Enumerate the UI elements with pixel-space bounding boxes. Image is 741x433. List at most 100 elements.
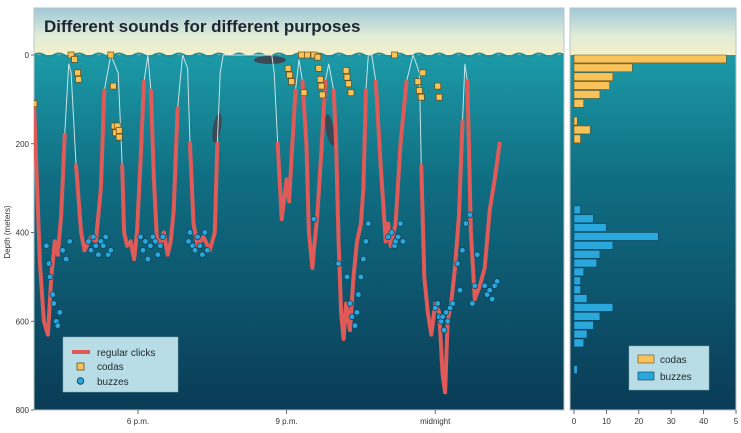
buzz-point [54,322,61,329]
buzz-point [459,247,466,254]
y-tick-label: 0 [25,51,30,60]
buzz-point [399,238,407,245]
codas-bar [573,54,727,64]
coda-point [343,73,351,81]
buzz-point [185,238,192,245]
codas-bar [573,72,614,81]
buzz-point [444,318,451,325]
buzz-point [66,238,73,245]
coda-point [391,51,398,59]
buzzes-bar [573,214,594,223]
codas-bar [573,90,601,99]
buzzes-bar [573,285,581,294]
buzz-point [152,238,159,245]
buzz-point [43,242,50,249]
side-legend-codas-swatch [637,354,655,364]
buzzes-bar [573,312,601,321]
buzz-point [439,313,446,320]
coda-point [435,93,443,101]
side-legend-codas-label: codas [660,355,687,366]
buzz-point [335,260,342,267]
coda-point [315,64,323,72]
codas-bar [573,81,610,90]
buzzes-bar [573,205,581,215]
coda-point [434,82,442,90]
buzz-point [90,233,97,241]
coda-point [347,89,355,97]
buzz-point [351,322,359,329]
buzz-point [59,247,66,254]
coda-point [284,64,292,72]
coda-point [75,76,82,83]
buzz-point [159,233,166,241]
buzzes-bar [573,294,588,303]
buzz-point [154,251,161,258]
y-axis-ticks: 0 200 400 600 800 [16,51,34,415]
coda-point [107,51,115,59]
legend-buzzes-label: buzzes [97,377,129,388]
main-panel-sky [34,8,564,55]
buzzes-bar [573,338,584,348]
side-legend: codas buzzes [628,345,710,391]
buzz-point [355,291,362,298]
buzz-point [45,260,53,267]
buzzes-bar [573,267,584,277]
y-tick-label: 800 [16,406,30,415]
buzzes-bar [573,223,607,232]
buzz-point [92,242,100,249]
buzz-point [85,238,92,245]
buzz-point [201,229,209,236]
buzz-point [46,273,54,281]
buzz-point [107,247,114,254]
legend-buzzes-swatch [76,377,85,385]
buzz-point [388,229,395,236]
buzz-point [442,309,450,316]
buzz-point [63,255,70,263]
whale-silhouettes [212,56,335,146]
buzz-point [199,251,206,258]
buzz-point [95,251,102,258]
buzz-point [454,260,461,267]
buzzes-bar [573,303,614,312]
side-bars [573,54,727,374]
side-x-axis-ticks: 0 10 20 30 40 5 [572,410,739,426]
buzzes-bar [573,365,578,374]
coda-point [316,76,324,83]
buzz-point [440,326,448,334]
coda-point [317,82,325,90]
side-legend-box [628,345,710,391]
x-tick-label: midnight [420,417,451,426]
buzz-point [486,287,493,294]
coda-point [318,91,326,99]
codas-bar [573,63,633,73]
buzz-point [449,300,456,307]
buzz-point [204,247,211,254]
buzz-point [469,300,476,307]
side-x-tick-label: 40 [699,417,708,426]
codas-bar [573,125,591,135]
coda-point [67,51,75,59]
buzzes-bar [573,276,581,286]
buzz-point [196,242,204,249]
depth-lines [34,53,502,395]
buzz-point [100,242,107,249]
buzzes-bar [573,258,597,268]
coda-point [342,67,350,74]
x-tick-label: 6 p.m. [127,417,149,426]
y-axis-label: Depth (meters) [3,205,12,259]
y-tick-label: 200 [16,140,30,149]
buzzes-bar [573,329,588,339]
chart-title: Different sounds for different purposes [44,17,360,36]
buzz-point [139,247,147,254]
coda-point [345,80,352,88]
legend-codas-swatch [76,362,85,371]
buzzes-bar [573,232,659,241]
coda-point [74,69,81,77]
coda-point [115,127,123,134]
buzz-point [157,242,164,249]
buzz-point [434,300,441,307]
codas-bar [573,134,581,144]
buzzes-bar [573,321,594,330]
buzz-point [49,291,56,298]
